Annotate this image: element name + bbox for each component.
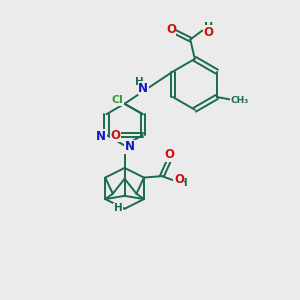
Text: H: H (204, 22, 214, 32)
Text: O: O (164, 148, 174, 161)
Text: O: O (204, 26, 214, 38)
Text: H: H (135, 77, 143, 87)
Text: N: N (96, 130, 106, 143)
Text: N: N (125, 140, 135, 153)
Text: H: H (179, 178, 188, 188)
Text: O: O (166, 23, 176, 36)
Text: O: O (174, 172, 184, 186)
Text: H: H (114, 203, 122, 213)
Text: Cl: Cl (112, 95, 124, 105)
Text: O: O (111, 129, 121, 142)
Text: CH₃: CH₃ (231, 96, 249, 105)
Text: N: N (138, 82, 148, 95)
